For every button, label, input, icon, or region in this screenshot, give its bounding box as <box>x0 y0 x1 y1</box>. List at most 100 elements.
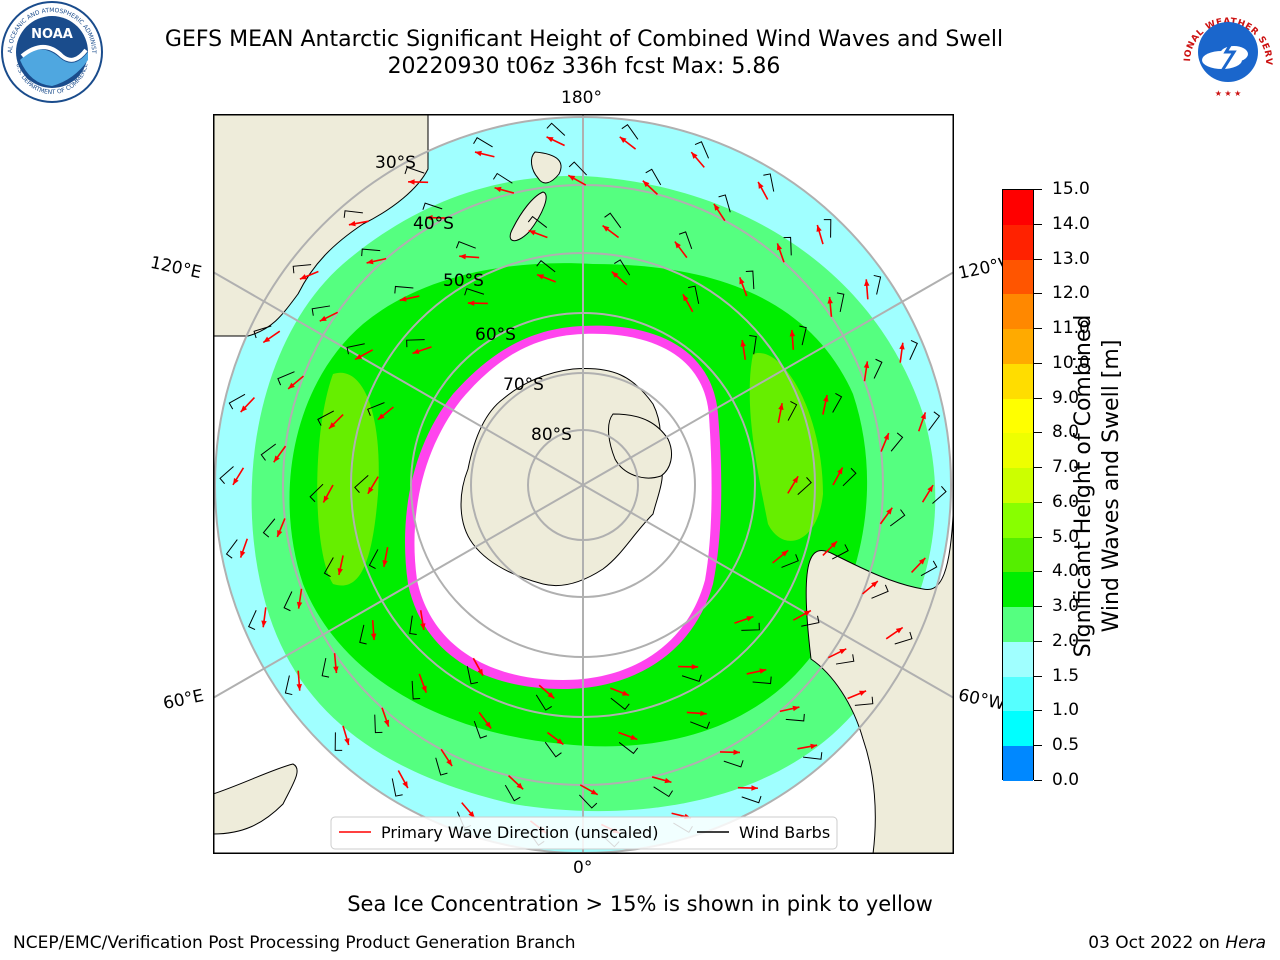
meridians <box>213 114 954 854</box>
wave-arrow-head <box>348 220 356 227</box>
wave-arrow-head <box>240 405 248 413</box>
wave-arrow-head <box>556 738 564 745</box>
wave-arrow-head <box>328 422 336 429</box>
wave-arrow-head <box>823 395 829 402</box>
wind-barb <box>346 343 365 355</box>
lon-label-180: 180° <box>561 88 602 108</box>
colorbar-tick-label: 15.0 <box>1052 179 1090 199</box>
wind-barb <box>690 721 711 729</box>
wave-arrow-head <box>871 581 878 588</box>
wind-barb <box>694 141 710 159</box>
wave-arrow-head <box>528 230 536 236</box>
wind-barb <box>394 285 414 294</box>
wave-arrow-head <box>792 705 800 712</box>
wave-arrow-head <box>827 296 833 304</box>
colorbar-tick <box>1034 745 1042 747</box>
wind-barb <box>219 466 234 484</box>
wind-barb <box>536 260 556 273</box>
wave-arrow-head <box>611 271 619 278</box>
wave-arrow-head <box>700 710 707 717</box>
wind-barb <box>368 549 379 570</box>
wind-barb <box>374 714 383 734</box>
wind-barb <box>604 212 622 229</box>
new-zealand-land <box>530 151 562 184</box>
wind-barb <box>797 477 812 495</box>
lat-label-50s: 50°S <box>443 271 484 291</box>
wave-arrow-head <box>713 203 720 211</box>
wind-barb <box>504 784 521 802</box>
wind-barb <box>831 544 849 560</box>
wave-arrow-head <box>333 666 339 674</box>
wave-arrow-head <box>810 743 818 750</box>
wind-barb <box>466 666 478 685</box>
lat-label-70s: 70°S <box>503 375 544 395</box>
wind-barb <box>544 741 562 758</box>
colorbar-title: Significant Height of Combined Wind Wave… <box>1070 276 1126 696</box>
wind-barb <box>835 654 855 665</box>
colorbar-tick <box>1034 501 1042 503</box>
wind-barb <box>749 335 757 355</box>
wave-arrow-head <box>859 690 867 696</box>
wind-barb <box>873 274 882 295</box>
svg-text:★ ★ ★: ★ ★ ★ <box>1215 89 1242 98</box>
wave-arrow-head <box>412 348 420 354</box>
colorbar-segment <box>1003 641 1033 678</box>
wave-arrow-head <box>789 329 796 337</box>
wave-arrow-head <box>602 225 610 232</box>
wave-arrow-head <box>277 529 283 537</box>
lon-label-60e: 60°E <box>161 685 206 715</box>
wave-arrow-head <box>421 685 427 693</box>
wave-arrow-head <box>296 683 302 691</box>
colorbar-tick-label: 13.0 <box>1052 248 1090 269</box>
wave-arrow-head <box>927 485 934 493</box>
wave-arrow-head <box>240 550 246 558</box>
wind-barb <box>253 325 272 339</box>
wind-barb <box>741 622 760 631</box>
svg-text:NOAA: NOAA <box>31 27 73 42</box>
wind-barb <box>681 674 702 683</box>
wind-barb <box>614 259 631 276</box>
wind-barb <box>578 794 598 809</box>
colorbar-tick <box>1034 606 1042 608</box>
colorbar-segment <box>1003 572 1033 608</box>
colorbar-segment <box>1003 294 1033 330</box>
colorbar-title-line1: Significant Height of Combined <box>1071 314 1096 658</box>
wave-arrow-head <box>758 181 764 189</box>
wind-barb <box>610 697 630 710</box>
wave-arrow-head <box>261 620 267 628</box>
wind-barb <box>277 371 295 386</box>
wind-barb <box>745 270 755 290</box>
wave-arrow-head <box>895 627 903 634</box>
wave-arrow-head <box>590 789 598 795</box>
colorbar-tick <box>1034 536 1042 538</box>
map-subtitle: 20220930 t06z 336h fcst Max: 5.86 <box>387 54 781 79</box>
wave-arrow-head <box>377 413 385 420</box>
colorbar-segment <box>1003 259 1033 295</box>
colorbar-segment <box>1003 502 1033 539</box>
colorbar-segment <box>1003 363 1033 400</box>
wave-arrow-head <box>446 759 453 767</box>
colorbar-tick-label: 0.5 <box>1052 735 1080 756</box>
colorbar-tick <box>1034 223 1042 225</box>
colorbar-tick-label: 8.0 <box>1052 422 1080 443</box>
wind-barb <box>718 194 731 213</box>
colorbar-segment <box>1003 433 1033 469</box>
new-zealand-south-island <box>509 191 547 242</box>
colorbar-tick <box>1034 571 1042 573</box>
wave-arrow-head <box>778 403 784 411</box>
colorbar-tick-label: 11.0 <box>1052 318 1090 339</box>
colorbar-tick-label: 10.0 <box>1052 352 1090 373</box>
colorbar-segment <box>1003 676 1033 712</box>
wave-arrow-head <box>568 175 576 181</box>
wave-arrow-head <box>664 777 672 784</box>
wave-arrow-head <box>323 495 329 503</box>
wind-barb <box>928 411 941 431</box>
wave-arrow-head <box>886 507 893 515</box>
wave-arrow-head <box>468 811 475 818</box>
legend-barb-label: Wind Barbs <box>739 823 830 842</box>
wave-arrow-head <box>367 486 374 494</box>
colorbar-tick <box>1034 467 1042 469</box>
wave-arrow-head <box>751 785 758 791</box>
wind-barb <box>359 624 367 645</box>
lon-label-120e: 120°E <box>148 252 204 284</box>
